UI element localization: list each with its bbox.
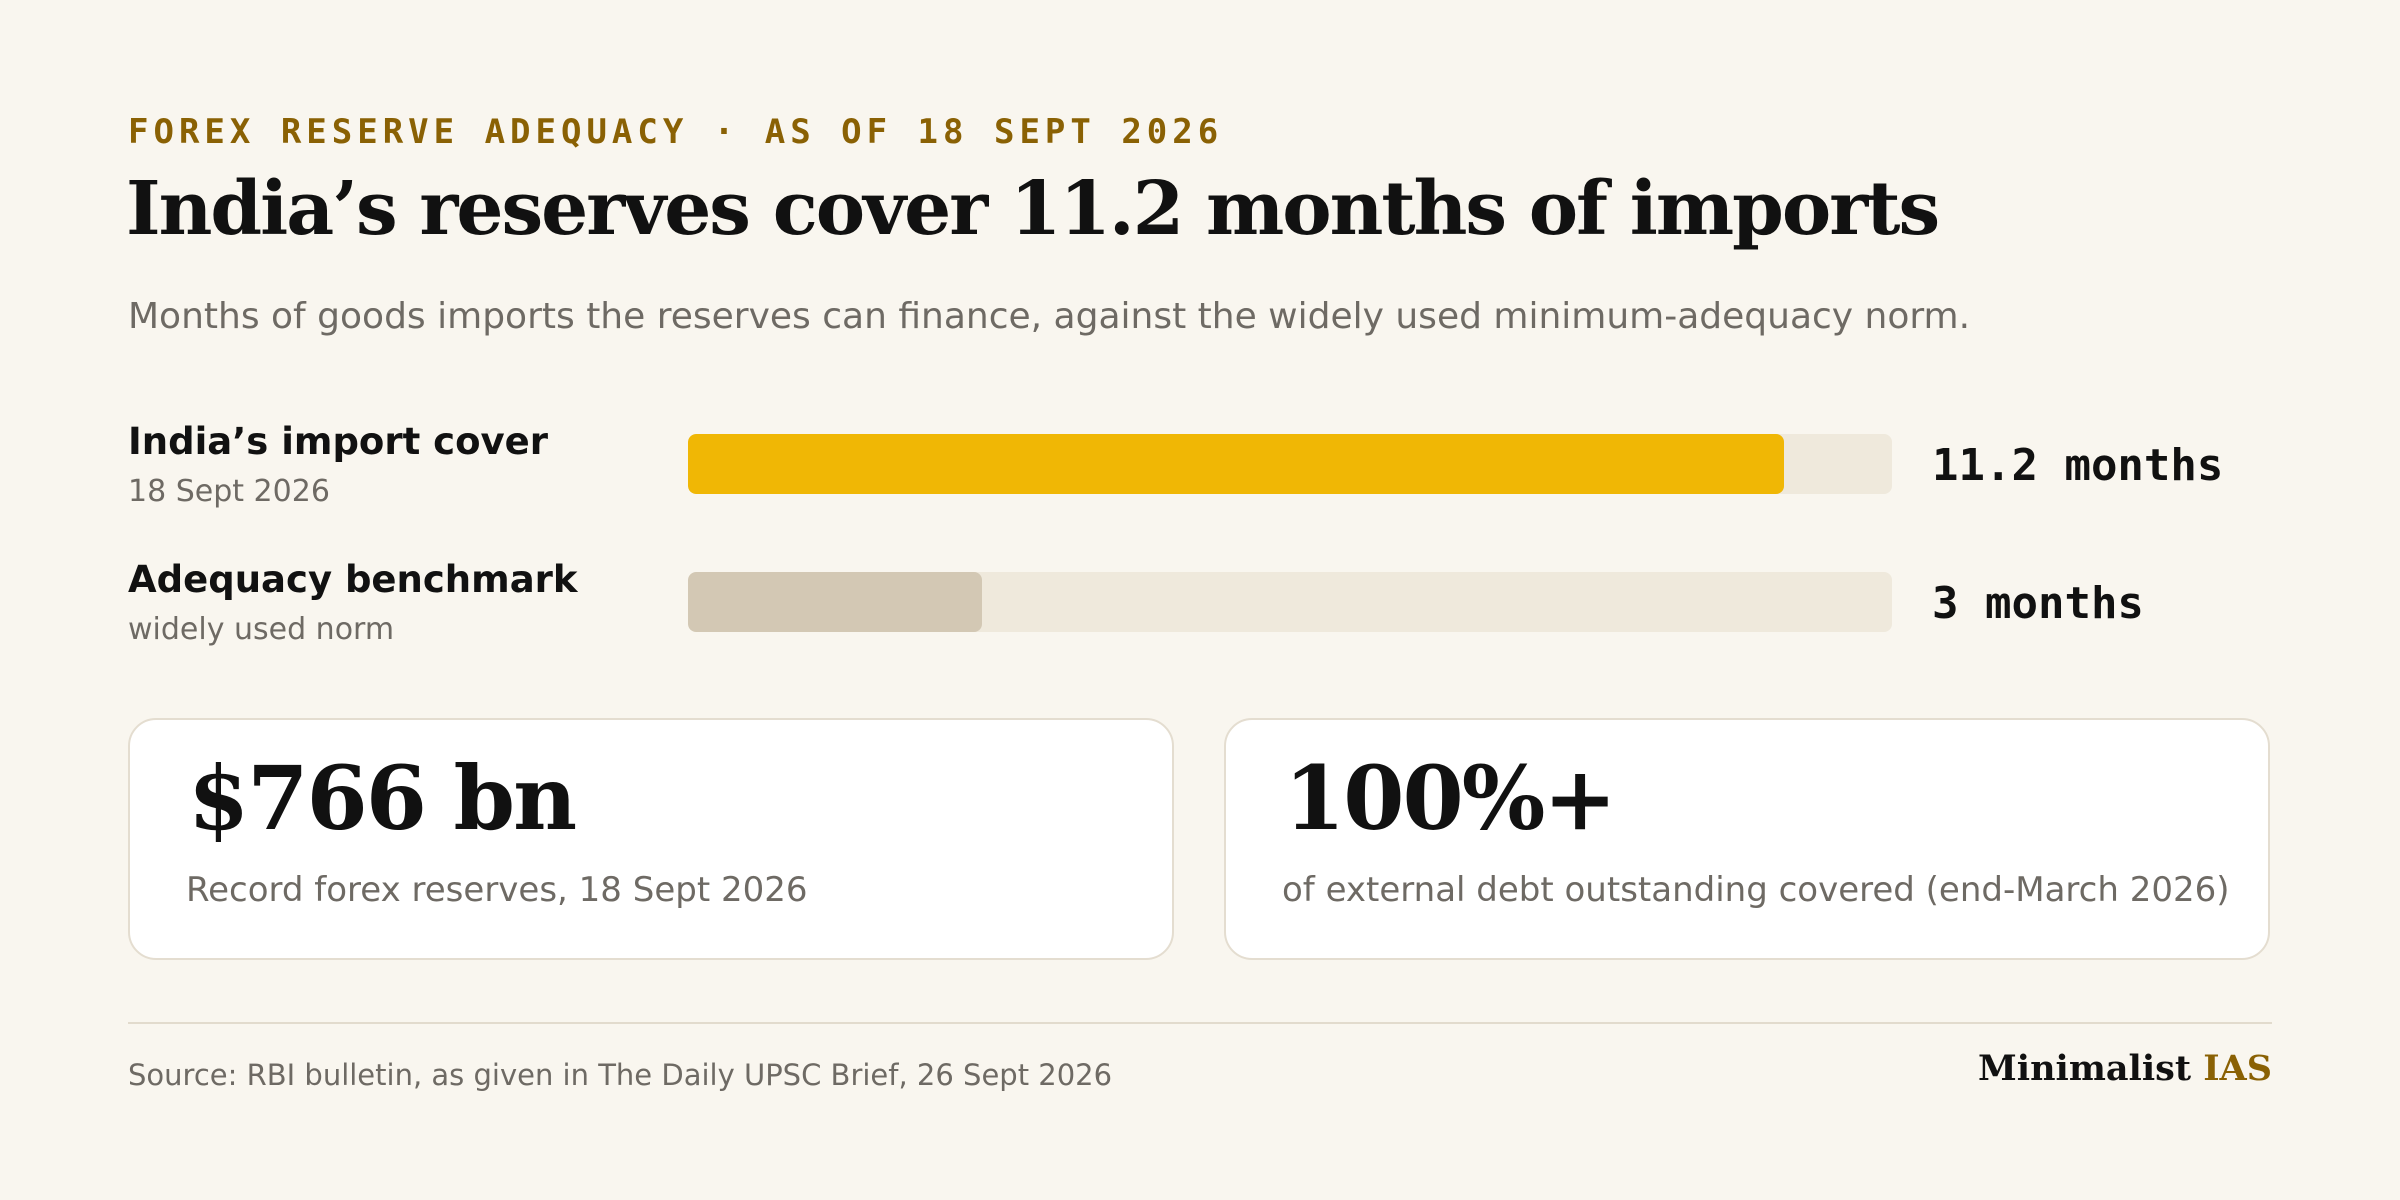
bar-value-label: 11.2 months (1932, 440, 2224, 491)
chart-title: India’s reserves cover 11.2 months of im… (126, 166, 1940, 252)
bar-adequacy-benchmark (688, 572, 982, 632)
category-sublabel: widely used norm (128, 612, 395, 647)
stat-caption: of external debt outstanding covered (en… (1282, 870, 2230, 910)
stat-card-debt-cover: 100%+ of external debt outstanding cover… (1224, 718, 2270, 960)
stat-caption: Record forex reserves, 18 Sept 2026 (186, 870, 808, 910)
bar-track (688, 434, 1892, 494)
brand-accent: IAS (2203, 1048, 2272, 1089)
bar-india-import-cover (688, 434, 1785, 494)
category-label: Adequacy benchmark (128, 558, 578, 601)
source-note: Source: RBI bulletin, as given in The Da… (128, 1058, 1113, 1092)
category-sublabel: 18 Sept 2026 (128, 474, 330, 509)
divider (128, 1022, 2272, 1024)
category-label: India’s import cover (128, 420, 548, 463)
brand-logo: Minimalist IAS (1978, 1048, 2272, 1089)
stat-value: $766 bn (188, 746, 577, 850)
kicker: FOREX RESERVE ADEQUACY · AS OF 18 SEPT 2… (128, 112, 1224, 152)
stat-value: 100%+ (1284, 746, 1617, 850)
bar-value-label: 3 months (1932, 578, 2144, 629)
chart-subtitle: Months of goods imports the reserves can… (128, 296, 1971, 337)
brand-main: Minimalist (1978, 1048, 2191, 1089)
bar-track (688, 572, 1892, 632)
stat-card-reserves: $766 bn Record forex reserves, 18 Sept 2… (128, 718, 1174, 960)
